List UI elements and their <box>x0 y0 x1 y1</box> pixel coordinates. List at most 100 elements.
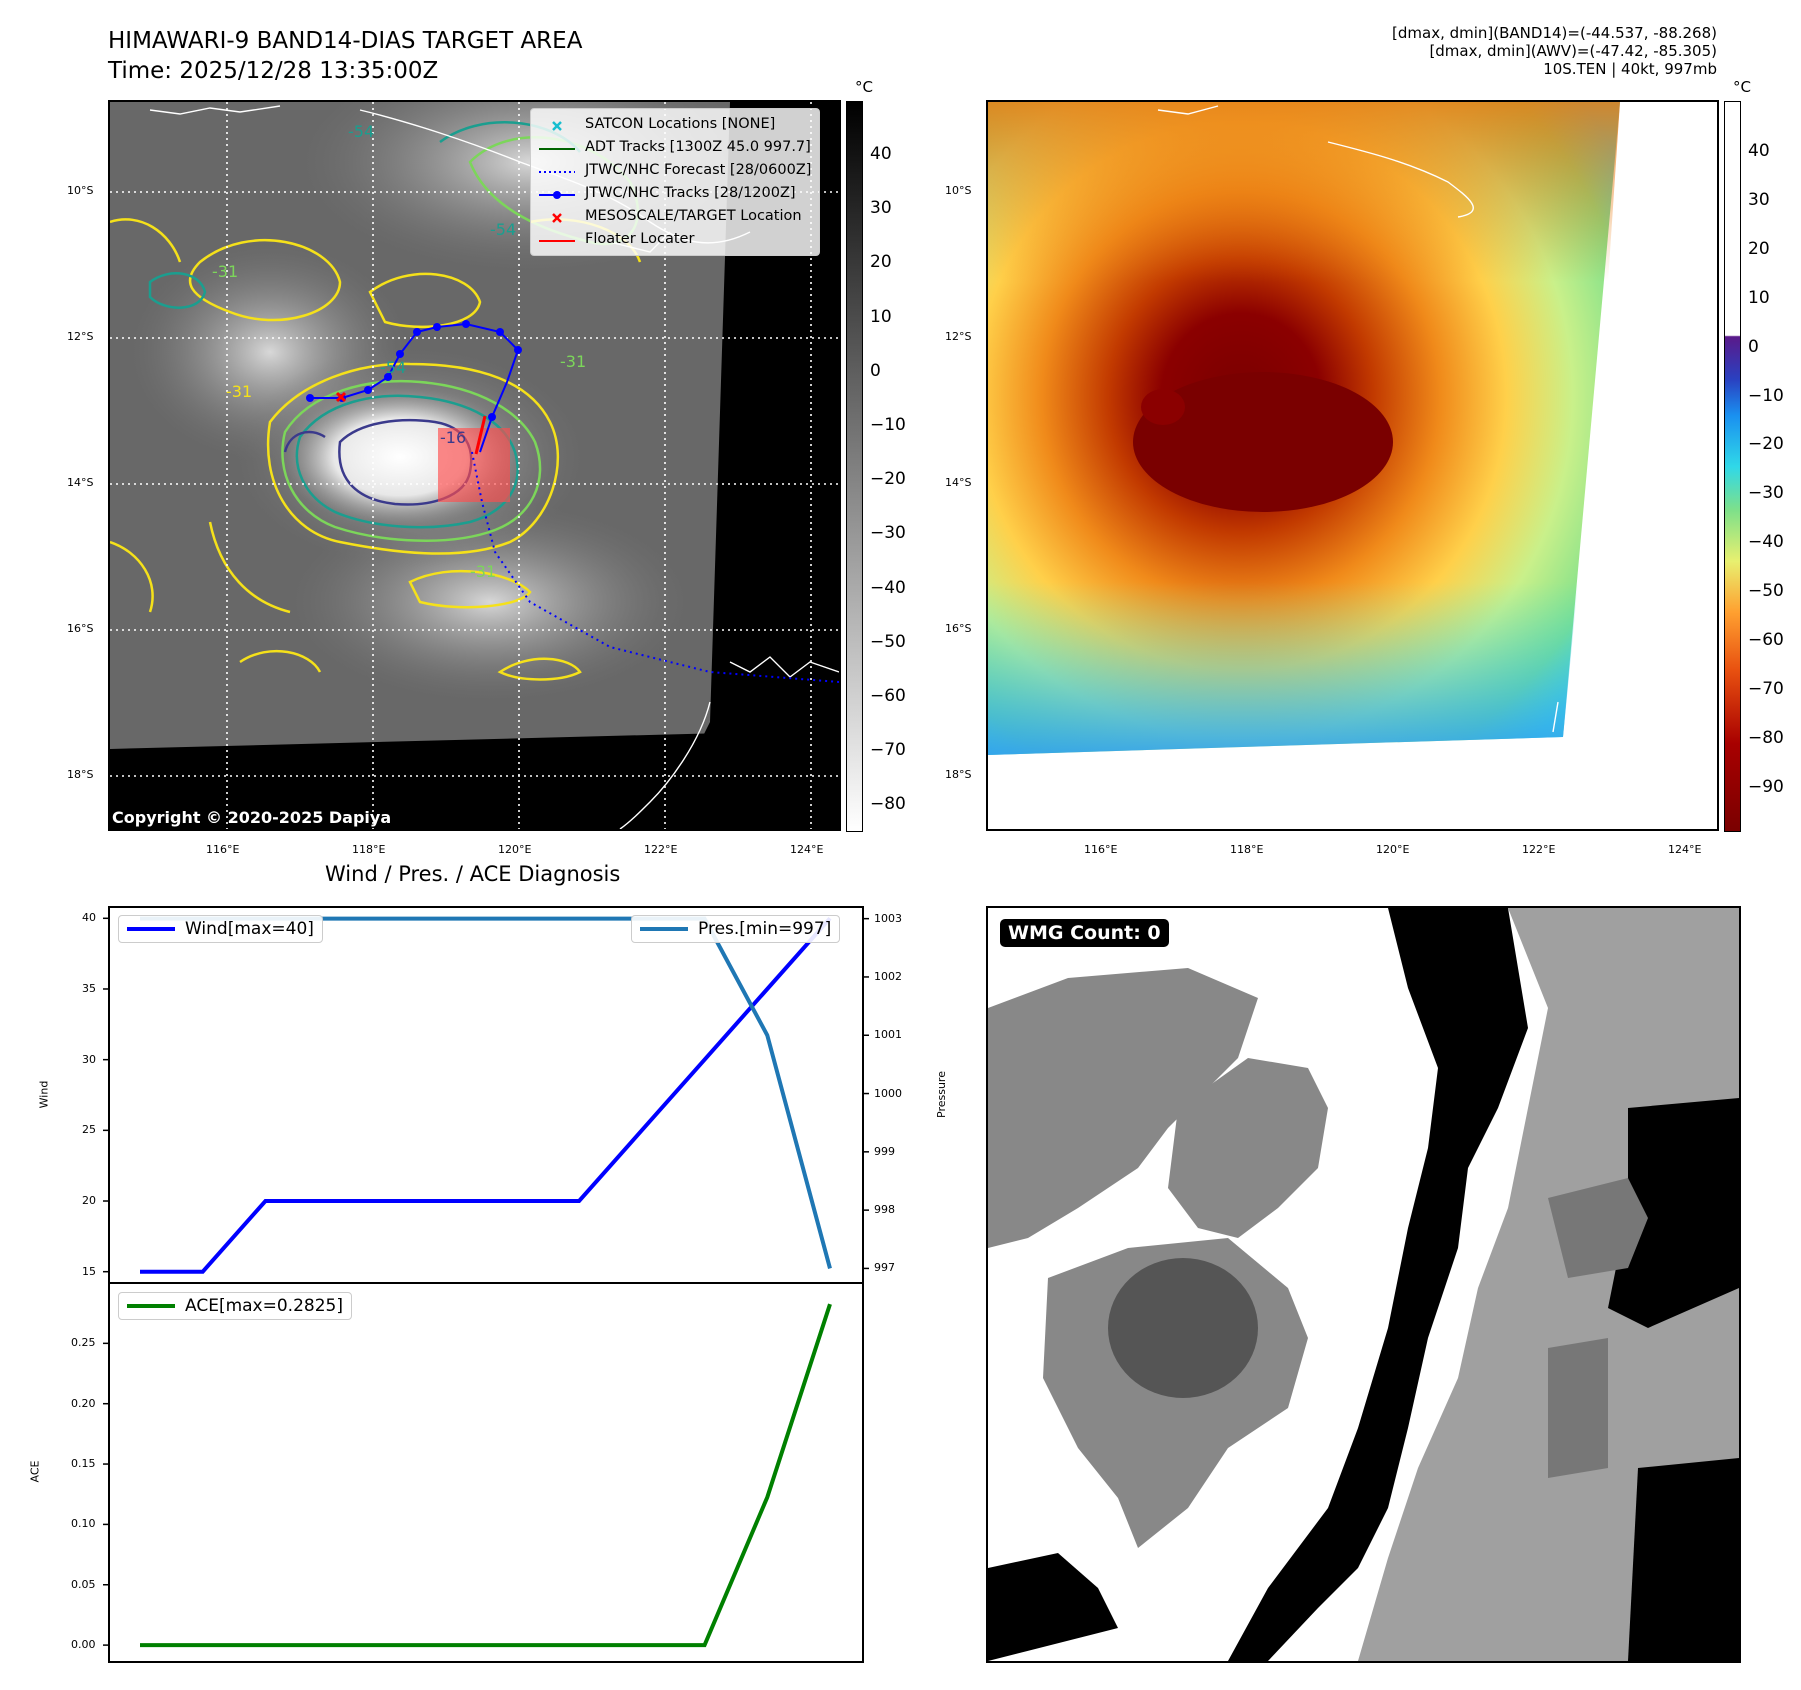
awv-dry-south <box>988 582 1578 755</box>
colorbar-tick-label: −10 <box>1748 385 1784 406</box>
colorbar-tick-label: 40 <box>1748 141 1770 161</box>
contour-label: -16 <box>440 428 467 447</box>
awv-colorbar <box>1724 101 1741 832</box>
ace-axis-label: ACE <box>28 1460 42 1483</box>
line-icon <box>127 927 175 931</box>
wmg-region-black <box>1228 908 1528 1661</box>
legend-item-satcon: SATCON Locations [NONE] <box>539 113 811 136</box>
awv-map <box>988 102 1620 755</box>
lon-label: 122°E <box>644 843 678 856</box>
contour-label: -54 <box>490 220 517 239</box>
line-icon <box>539 141 575 155</box>
wind-tick-label: 30 <box>82 1052 96 1066</box>
colorbar-tick-label: 30 <box>1748 189 1770 210</box>
lat-label: 16°S <box>67 622 94 635</box>
info-line-2: [dmax, dmin](AWV)=(-47.42, -85.305) <box>1429 42 1717 60</box>
legend-item-jtwc-forecast: JTWC/NHC Forecast [28/0600Z] <box>539 159 811 182</box>
diagnosis-title: Wind / Pres. / ACE Diagnosis <box>325 862 621 886</box>
line-dot-icon <box>539 187 575 201</box>
colorbar-tick-label: 20 <box>870 252 892 273</box>
lat-label: 16°S <box>945 622 972 635</box>
lat-label: 18°S <box>67 768 94 781</box>
legend-item-adt: ADT Tracks [1300Z 45.0 997.7] <box>539 136 811 159</box>
wind-tick-label: 20 <box>82 1194 96 1207</box>
lon-label: 118°E <box>352 843 386 856</box>
colorbar-tick-label: −60 <box>1748 630 1784 650</box>
wind-tick-label: 35 <box>82 981 96 995</box>
contour-label: -31 <box>226 382 253 401</box>
ace-tick-label: 0.25 <box>71 1336 96 1350</box>
wind-legend: Wind[max=40] <box>118 915 323 943</box>
pressure-tick-label: 1003 <box>874 911 902 925</box>
wind-tick-label: 40 <box>82 911 96 925</box>
colorbar-tick-label: −10 <box>870 415 906 435</box>
lat-label: 14°S <box>67 476 94 489</box>
colorbar-tick-label: −30 <box>870 523 906 544</box>
colorbar-tick-label: 40 <box>870 144 892 164</box>
awv-coastlines <box>1157 105 1559 733</box>
pressure-tick-label: 998 <box>874 1203 895 1217</box>
legend-item-mesoscale: MESOSCALE/TARGET Location <box>539 205 811 228</box>
awv-storm-core <box>1133 372 1393 512</box>
wind-axis-label: Wind <box>37 1080 51 1109</box>
ace-tick-label: 0.20 <box>71 1396 96 1410</box>
colorbar-tick-label: −70 <box>1748 678 1784 699</box>
mesoscale-target-marker <box>335 391 347 403</box>
wmg-region-black-e <box>1608 1098 1739 1328</box>
wmg-region-black-sw <box>988 1553 1118 1661</box>
ace-tick-label: 0.10 <box>71 1517 96 1531</box>
lat-label: 18°S <box>945 768 972 781</box>
wind-tick-label: 15 <box>82 1264 96 1278</box>
lat-label: 14°S <box>945 476 972 489</box>
lon-label: 120°E <box>498 843 532 856</box>
map-legend: SATCON Locations [NONE] ADT Tracks [1300… <box>530 108 821 256</box>
no-data-region-east <box>700 102 839 829</box>
ace-series-line <box>140 1303 832 1648</box>
wmg-count-badge: WMG Count: 0 <box>1000 919 1169 947</box>
no-data-region-south <box>110 730 839 829</box>
pressure-tick-label: 997 <box>874 1261 895 1275</box>
colorbar-tick-label: −60 <box>870 686 906 706</box>
colorbar-tick-label: 10 <box>870 306 892 327</box>
colorbar-tick-label: −70 <box>870 740 906 761</box>
legend-item-jtwc-tracks: JTWC/NHC Tracks [28/1200Z] <box>539 182 811 205</box>
wmg-panel: WMG Count: 0 <box>986 906 1741 1663</box>
lon-label: 120°E <box>1376 843 1410 856</box>
lat-label: 10°S <box>945 184 972 197</box>
wind-tick-label: 25 <box>82 1123 96 1137</box>
colorbar-tick-label: −40 <box>1748 532 1784 553</box>
pressure-axis-label: Pressure <box>934 1071 948 1118</box>
wmg-region-gray-se <box>1548 1338 1608 1478</box>
x-marker-icon <box>539 210 575 224</box>
wind-pressure-axes <box>108 906 864 1284</box>
line-icon <box>127 1304 175 1308</box>
title-line-1: HIMAWARI-9 BAND14-DIAS TARGET AREA <box>108 28 583 54</box>
info-line-1: [dmax, dmin](BAND14)=(-44.537, -88.268) <box>1392 24 1717 42</box>
colorbar-tick-label: −40 <box>870 577 906 598</box>
jtwc-forecast-track <box>471 451 839 683</box>
wmg-field <box>988 908 1739 1661</box>
contour-label: -54 <box>348 122 375 141</box>
pressure-tick-label: 1001 <box>874 1028 902 1042</box>
colorbar-tick-label: −20 <box>870 469 906 490</box>
lon-label: 116°E <box>206 843 240 856</box>
copyright-notice: Copyright © 2020-2025 Dapiya <box>112 808 392 827</box>
wmg-region-gray-center <box>1168 1058 1328 1238</box>
pressure-legend: Pres.[min=997] <box>631 915 841 943</box>
colorbar-tick-label: 0 <box>870 360 881 381</box>
lon-label: 122°E <box>1522 843 1556 856</box>
band14-map-panel: -54 -54 -31 -31 -31 -54 -31 -16 SATCON L… <box>108 100 841 831</box>
lat-label: 12°S <box>67 330 94 343</box>
contour-label: -54 <box>380 358 407 377</box>
lon-label: 116°E <box>1084 843 1118 856</box>
ace-tick-label: 0.05 <box>71 1577 96 1591</box>
lat-label: 10°S <box>67 184 94 197</box>
contour-label: -31 <box>470 562 497 581</box>
colorbar-tick-label: −50 <box>1748 581 1784 602</box>
contour-label: -31 <box>560 352 587 371</box>
pressure-tick-label: 1000 <box>874 1086 902 1100</box>
awv-map-panel <box>986 100 1719 831</box>
awv-upper-moisture <box>988 102 1620 282</box>
wmg-region-gray-nw <box>988 968 1258 1248</box>
line-icon <box>640 927 688 931</box>
